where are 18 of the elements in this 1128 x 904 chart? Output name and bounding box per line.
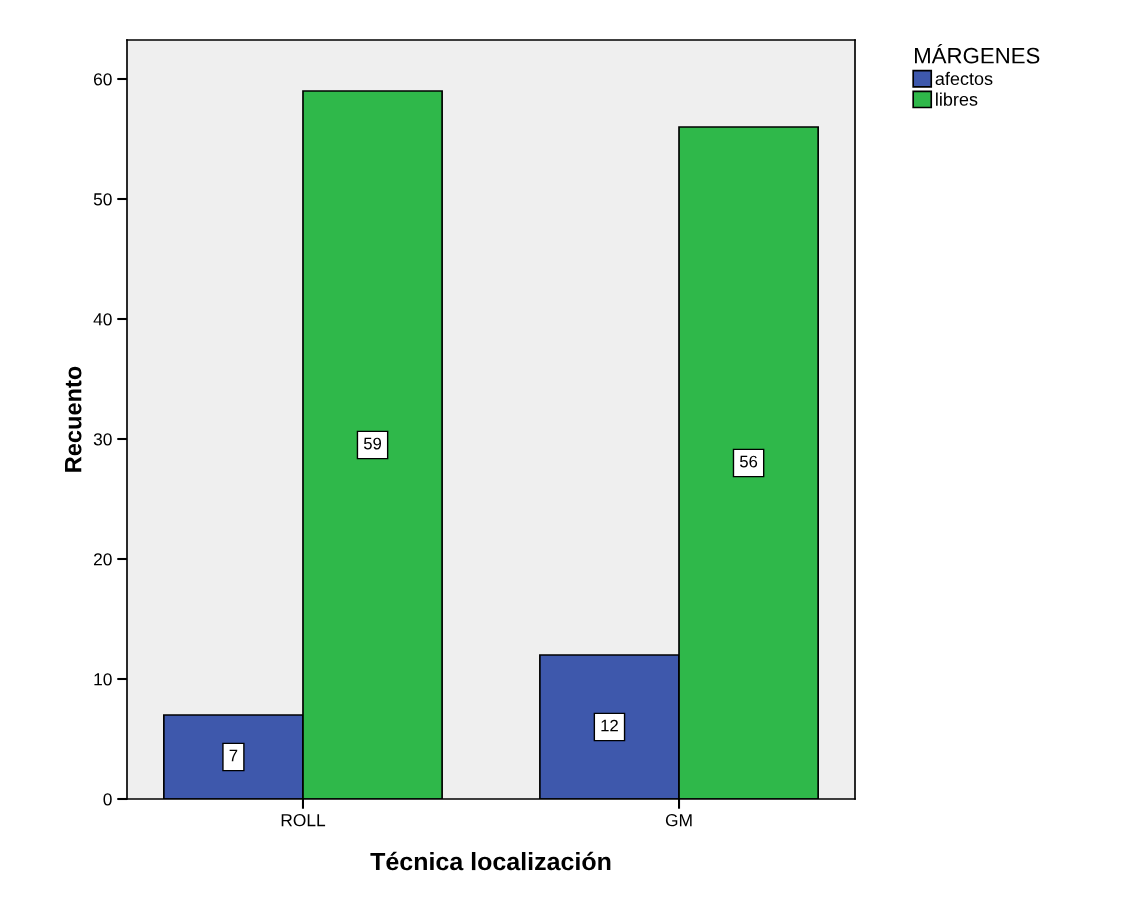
x-tick-label: ROLL: [281, 814, 326, 827]
y-tick-label: 10: [94, 673, 112, 686]
legend-label: libres: [936, 92, 978, 106]
y-tick-label: 0: [103, 793, 112, 806]
data-label: 12: [601, 719, 618, 732]
y-tick-label: 50: [93, 193, 112, 206]
y-tick-label: 30: [93, 433, 112, 446]
x-tick-label: GM: [665, 814, 692, 827]
data-label: 56: [739, 455, 758, 468]
data-label: 7: [229, 749, 238, 762]
legend-title: MÁRGENES: [915, 44, 1040, 64]
data-label: 59: [363, 437, 382, 450]
y-axis-title: Recuento: [65, 366, 82, 472]
legend-label: afectos: [935, 71, 993, 86]
y-tick-label: 20: [93, 553, 112, 566]
y-tick-label: 60: [93, 73, 112, 86]
x-axis-title: Técnica localización: [370, 851, 611, 871]
y-tick-label: 40: [93, 313, 112, 326]
